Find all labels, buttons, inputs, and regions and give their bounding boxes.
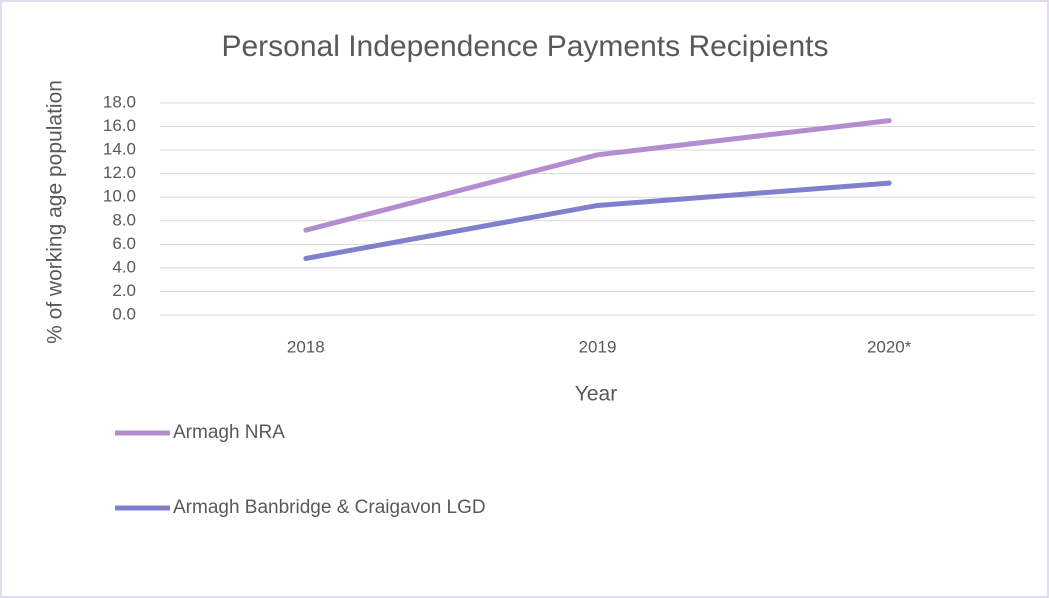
y-tick-label: 16.0: [103, 116, 136, 135]
y-tick-label: 0.0: [112, 304, 136, 323]
x-axis-label: Year: [575, 383, 617, 406]
y-tick-label: 10.0: [103, 187, 136, 206]
x-tick-label: 2019: [579, 337, 617, 356]
legend-label: Armagh NRA: [173, 422, 285, 443]
x-tick-label: 2018: [287, 337, 325, 356]
y-tick-label: 6.0: [112, 234, 136, 253]
series-line: [303, 180, 892, 261]
y-tick-label: 18.0: [103, 92, 136, 111]
legend-label: Armagh Banbridge & Craigavon LGD: [173, 497, 486, 518]
y-tick-label: 4.0: [112, 257, 136, 276]
y-tick-label: 2.0: [112, 281, 136, 300]
series-line: [303, 118, 892, 233]
x-tick-label: 2020*: [867, 337, 912, 356]
chart-title: Personal Independence Payments Recipient…: [221, 30, 828, 63]
y-tick-label: 12.0: [103, 163, 136, 182]
y-tick-label: 8.0: [112, 210, 136, 229]
y-tick-label: 14.0: [103, 140, 136, 159]
y-axis-label: % of working age population: [44, 80, 67, 344]
